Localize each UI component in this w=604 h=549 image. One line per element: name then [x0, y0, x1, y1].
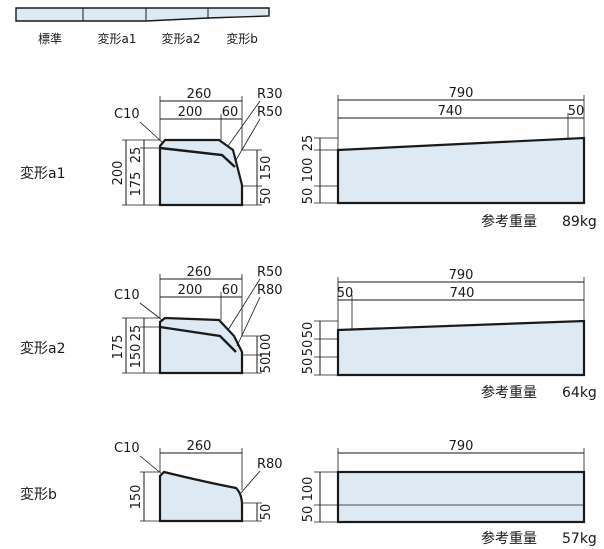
radius-label-2: R80 — [257, 457, 283, 472]
section-b: 変形b 260 C10 R80 150 50 790 — [20, 439, 597, 547]
dim-height-b: 150 — [129, 344, 144, 369]
dim-side-bottom: 50 — [301, 506, 316, 523]
leader-line — [139, 121, 163, 143]
dim-width-2: 60 — [222, 105, 239, 120]
radius-label-2: R50 — [257, 105, 283, 120]
dim-height-b: 175 — [129, 172, 144, 197]
radius-label-2: R80 — [257, 283, 283, 298]
profile-line — [159, 325, 237, 353]
dim-side-top: 50 — [301, 322, 316, 339]
dim-total-length: 790 — [449, 86, 474, 101]
legend-curb-shape — [15, 7, 270, 22]
chamfer-label: C10 — [114, 441, 140, 456]
side-view-body — [336, 470, 586, 524]
dim-height-total: 150 — [129, 485, 144, 510]
dim-length-b: 740 — [450, 286, 475, 301]
leader-line — [236, 296, 261, 347]
side-view-body — [336, 319, 586, 377]
weight-value: 64kg — [562, 385, 597, 401]
dim-height-total: 200 — [111, 161, 126, 186]
legend-label-standard: 標準 — [38, 31, 62, 46]
chamfer-label: C10 — [114, 288, 140, 303]
radius-label-1: R50 — [257, 265, 283, 280]
cross-section-body — [158, 316, 244, 375]
side-view-body — [336, 136, 586, 205]
side-view-b: 790 100 50 — [301, 439, 586, 524]
dim-total-length: 790 — [449, 268, 474, 283]
chamfer-label: C10 — [114, 107, 140, 122]
dim-length-b: 50 — [568, 104, 585, 119]
dim-right-bottom: 50 — [259, 188, 274, 205]
dim-width-1: 200 — [178, 283, 203, 298]
dim-right-top: 100 — [259, 334, 274, 359]
section-a2: 変形a2 260 200 60 C10 R50 R80 175 25 — [20, 265, 597, 401]
leader-line — [139, 302, 163, 321]
leader-line — [139, 455, 163, 475]
leader-line — [227, 100, 261, 147]
weight-value: 57kg — [562, 531, 597, 547]
section-label: 変形a2 — [20, 340, 66, 357]
radius-label-1: R30 — [257, 87, 283, 102]
dim-side-mid: 100 — [301, 158, 316, 183]
side-view-a1: 790 740 50 25 100 50 — [301, 86, 586, 205]
dim-width-2: 60 — [222, 283, 239, 298]
dim-length-a: 740 — [438, 104, 463, 119]
cross-section-body — [158, 470, 244, 523]
section-label: 変形b — [20, 486, 57, 503]
dim-side-mid: 50 — [301, 340, 316, 357]
dim-total-width: 260 — [187, 87, 212, 102]
dim-side-bottom: 50 — [301, 358, 316, 375]
dim-right-bottom: 50 — [259, 357, 274, 374]
section-label: 変形a1 — [20, 165, 66, 182]
legend-label-a1: 変形a1 — [98, 31, 137, 46]
legend-label-a2: 変形a2 — [162, 31, 201, 46]
dim-total-width: 260 — [187, 439, 212, 454]
section-a1: 変形a1 260 200 60 C10 R30 R50 — [20, 86, 597, 230]
dim-height-total: 175 — [111, 335, 126, 360]
cross-section-a2: 260 200 60 C10 R50 R80 175 25 150 — [111, 265, 283, 375]
leader-line — [227, 278, 261, 331]
dim-side-bottom: 50 — [301, 188, 316, 205]
dim-height-a: 25 — [129, 147, 144, 164]
leader-line — [235, 118, 261, 161]
dim-side-top: 100 — [301, 477, 316, 502]
weight-value: 89kg — [562, 214, 597, 230]
dim-total-width: 260 — [187, 265, 212, 280]
weight-label: 参考重量 — [481, 530, 537, 547]
dim-right-top: 150 — [259, 156, 274, 181]
weight-label: 参考重量 — [481, 384, 537, 401]
dim-width-1: 200 — [178, 105, 203, 120]
dim-side-top: 25 — [301, 135, 316, 152]
cross-section-body — [158, 138, 244, 207]
dim-length-a: 50 — [337, 286, 354, 301]
dim-height-a: 25 — [129, 325, 144, 342]
weight-label: 参考重量 — [481, 213, 537, 230]
cross-section-a1: 260 200 60 C10 R30 R50 200 25 175 — [111, 87, 283, 207]
profile-line — [159, 146, 236, 168]
legend-strip: 標準 変形a1 変形a2 変形b — [15, 7, 270, 46]
leader-line — [239, 470, 261, 495]
side-view-a2: 790 50 740 50 50 50 — [301, 268, 586, 377]
cross-section-b: 260 C10 R80 150 50 — [114, 439, 283, 523]
dim-total-length: 790 — [449, 439, 474, 454]
dim-right-bottom: 50 — [259, 504, 274, 521]
legend-label-b: 変形b — [226, 31, 258, 46]
